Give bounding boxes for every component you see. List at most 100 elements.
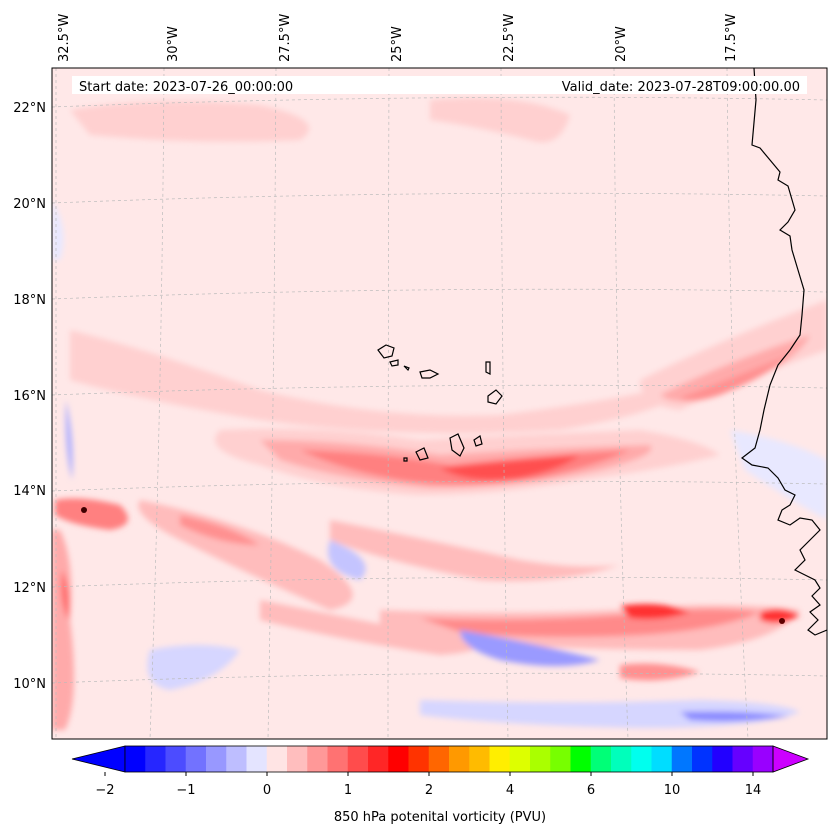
colorbar-swatch — [266, 746, 288, 772]
colorbar-swatch — [327, 746, 349, 772]
cape-verde-island — [485, 361, 491, 375]
lat-label: 10°N — [13, 677, 46, 692]
colorbar-label: 850 hPa potenital vorticity (PVU) — [334, 810, 546, 825]
cape-verde-island — [377, 344, 395, 359]
lon-label: 27.5°W — [278, 14, 293, 62]
start-date-label: Start date: 2023-07-26_00:00:00 — [79, 80, 293, 95]
cape-verde-island — [403, 457, 408, 462]
colorbar-tick-label: 14 — [745, 783, 762, 798]
pv-positive-region — [620, 604, 690, 620]
cape-verde-island — [419, 369, 440, 379]
pv-positive-region — [55, 498, 128, 530]
valid-date-label: Valid_date: 2023-07-28T09:00:00.00 — [562, 80, 800, 95]
cape-verde-island — [403, 365, 410, 372]
map-panel — [52, 68, 827, 739]
colorbar-tick-label: 10 — [664, 783, 681, 798]
map-frame — [51, 67, 828, 740]
colorbar-swatch — [469, 746, 490, 772]
colorbar-swatch — [752, 746, 774, 772]
colorbar-tick-label: −2 — [95, 783, 114, 798]
lat-label: 14°N — [13, 484, 46, 499]
colorbar-swatch — [550, 746, 571, 772]
colorbar-swatch — [651, 746, 673, 772]
cape-verde-island — [473, 435, 483, 447]
colorbar-swatch — [388, 746, 409, 772]
lon-label: 17.5°W — [724, 14, 739, 62]
pv-positive-region — [660, 335, 810, 402]
pv-positive-region — [70, 330, 700, 434]
colorbar-swatch — [287, 746, 308, 772]
lon-label: 30°W — [166, 26, 181, 62]
lat-label: 22°N — [13, 101, 46, 116]
colorbar-over-triangle — [772, 745, 810, 773]
pv-positive-region — [430, 97, 570, 143]
gridlines — [52, 68, 827, 739]
pv-positive-region — [70, 101, 309, 142]
colorbar-swatch — [692, 746, 713, 772]
lat-label: 16°N — [13, 389, 46, 404]
pv-positive-region — [330, 520, 620, 581]
colorbar-swatch — [408, 746, 430, 772]
lat-label: 20°N — [13, 197, 46, 212]
latitude-labels: 22°N 20°N 18°N 16°N 14°N 12°N 10°N — [13, 101, 46, 692]
lat-label: 12°N — [13, 581, 46, 596]
colorbar-swatch — [307, 746, 328, 772]
colorbar — [71, 745, 810, 773]
colorbar-frame — [124, 745, 774, 773]
colorbar-swatch — [489, 746, 511, 772]
colorbar-tick-label: 6 — [587, 783, 595, 798]
lon-label: 20°W — [614, 26, 629, 62]
pv-negative-region — [680, 711, 790, 722]
cape-verde-island — [389, 359, 399, 367]
pv-positive-region — [180, 515, 260, 545]
pv-positive-region — [760, 609, 800, 624]
cape-verde-island — [487, 389, 503, 405]
lon-label: 22.5°W — [502, 14, 517, 62]
cape-verde-island — [415, 447, 429, 461]
colorbar-swatch — [246, 746, 268, 772]
pv-positive-region — [260, 440, 652, 488]
pv-negative-region — [420, 700, 800, 728]
pv-positive-region — [60, 570, 70, 620]
pv-negative-region — [730, 430, 827, 520]
pv-max-spot — [81, 507, 87, 513]
colorbar-swatch — [226, 746, 247, 772]
colorbar-tick-label: 1 — [344, 783, 352, 798]
lat-label: 18°N — [13, 293, 46, 308]
pv-negative-region — [328, 540, 366, 580]
colorbar-tick-label: 2 — [425, 783, 433, 798]
pv-negative-region — [65, 400, 73, 480]
colorbar-tick-label: −1 — [176, 783, 195, 798]
pv-positive-region — [680, 355, 790, 401]
cape-verde-island — [449, 433, 465, 457]
colorbar-swatch — [165, 746, 187, 772]
colorbar-swatch — [671, 746, 693, 772]
colorbar-swatch — [631, 746, 652, 772]
colorbar-swatch — [185, 746, 207, 772]
lon-label: 32.5°W — [57, 14, 72, 62]
colorbar-swatch — [125, 746, 146, 772]
colorbar-swatch — [590, 746, 612, 772]
colorbar-ticks: −2 −1 0 1 2 4 6 10 14 — [95, 772, 761, 798]
colorbar-under-triangle — [71, 745, 126, 773]
colorbar-swatch — [449, 746, 470, 772]
pv-field — [52, 97, 827, 730]
pv-negative-region — [52, 200, 64, 260]
colorbar-swatch — [347, 746, 369, 772]
colorbar-swatch — [712, 746, 733, 772]
longitude-labels: 32.5°W 30°W 27.5°W 25°W 22.5°W 20°W 17.5… — [57, 14, 739, 62]
colorbar-swatch — [611, 746, 632, 772]
colorbar-tick-label: 0 — [263, 783, 271, 798]
pv-positive-region — [440, 455, 580, 481]
lon-label: 25°W — [390, 26, 405, 62]
colorbar-tick-label: 4 — [506, 783, 514, 798]
pv-positive-region — [52, 530, 74, 730]
colorbar-swatch — [732, 746, 754, 772]
colorbar-swatch — [530, 746, 551, 772]
header-box — [72, 76, 807, 94]
pv-negative-region — [460, 630, 600, 666]
colorbar-swatch — [509, 746, 531, 772]
pv-positive-region — [620, 663, 700, 681]
colorbar-swatch — [428, 746, 450, 772]
